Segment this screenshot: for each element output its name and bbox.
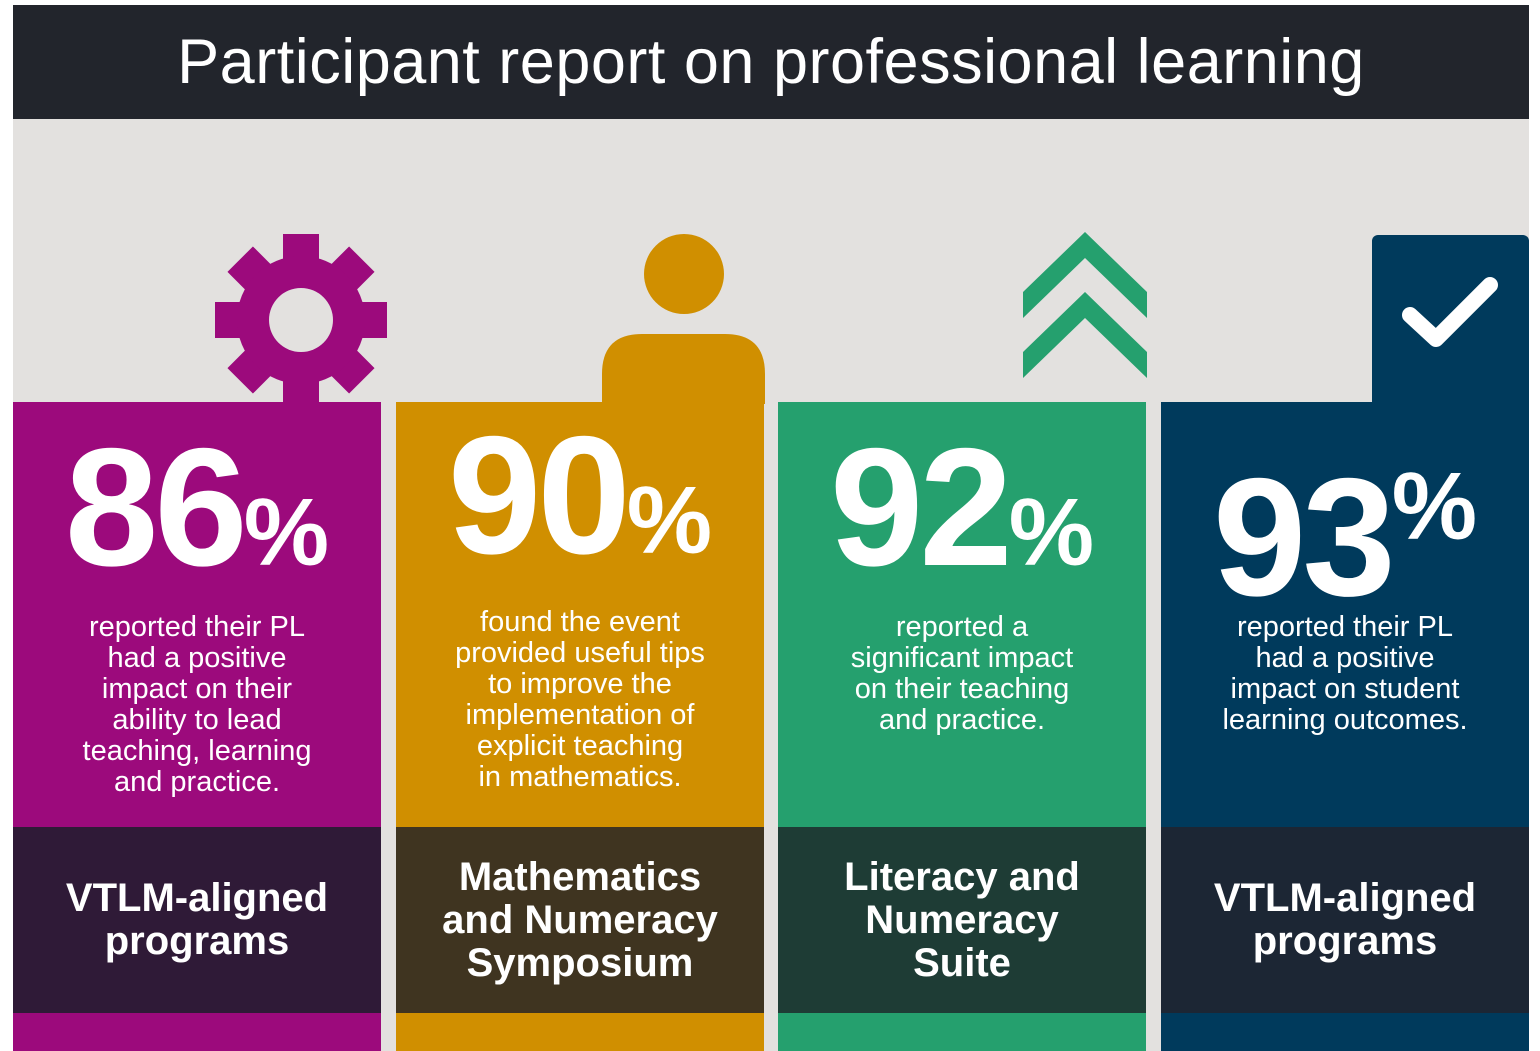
program-label-panel: Literacy and Numeracy Suite [778,827,1146,1013]
checkmark-icon [1402,277,1498,347]
program-name: Literacy and Numeracy Suite [844,854,1080,985]
percent-sign: % [626,467,713,574]
percent-sign: % [243,479,330,586]
stat-number: 90 [447,401,631,589]
stat-panel: 86% reported their PL had a positive imp… [13,402,381,827]
stat-value: 92% [778,422,1146,618]
percent-sign: % [1391,453,1478,560]
program-name: VTLM-aligned programs [65,876,329,963]
stat-value: 93% [1161,422,1529,622]
program-label-panel: VTLM-aligned programs [1161,827,1529,1013]
stat-description: found the event provided useful tips to … [455,606,705,793]
stat-value: 90% [396,410,764,606]
column-footer [13,1013,381,1051]
stat-column-1: 86% reported their PL had a positive imp… [13,402,381,1051]
column-footer [1161,1013,1529,1051]
program-label-panel: VTLM-aligned programs [13,827,381,1013]
column-footer [778,1013,1146,1051]
page-title: Participant report on professional learn… [177,27,1365,97]
stat-column-3: 92% reported a significant impact on the… [778,402,1146,1051]
percent-sign: % [1008,479,1095,586]
stat-panel: 90% found the event provided useful tips… [396,402,764,827]
stat-description: reported a significant impact on their t… [850,611,1074,736]
title-bar: Participant report on professional learn… [13,5,1529,119]
stat-panel: 93% reported their PL had a positive imp… [1161,402,1529,827]
stat-description: reported their PL had a positive impact … [82,611,312,798]
program-name: VTLM-aligned programs [1213,876,1477,963]
program-label-panel: Mathematics and Numeracy Symposium [396,827,764,1013]
stat-number: 86 [64,413,248,601]
stat-column-2: 90% found the event provided useful tips… [396,402,764,1051]
double-chevron-up-icon [1023,232,1147,378]
stat-description: reported their PL had a positive impact … [1222,611,1468,736]
program-name: Mathematics and Numeracy Symposium [442,854,718,985]
stat-panel: 92% reported a significant impact on the… [778,402,1146,827]
stat-value: 86% [13,422,381,618]
column-footer [396,1013,764,1051]
stat-number: 93 [1212,443,1396,631]
person-icon [602,234,765,404]
stat-column-4: 93% reported their PL had a positive imp… [1161,402,1529,1051]
gear-icon [215,234,387,406]
stat-number: 92 [829,413,1013,601]
